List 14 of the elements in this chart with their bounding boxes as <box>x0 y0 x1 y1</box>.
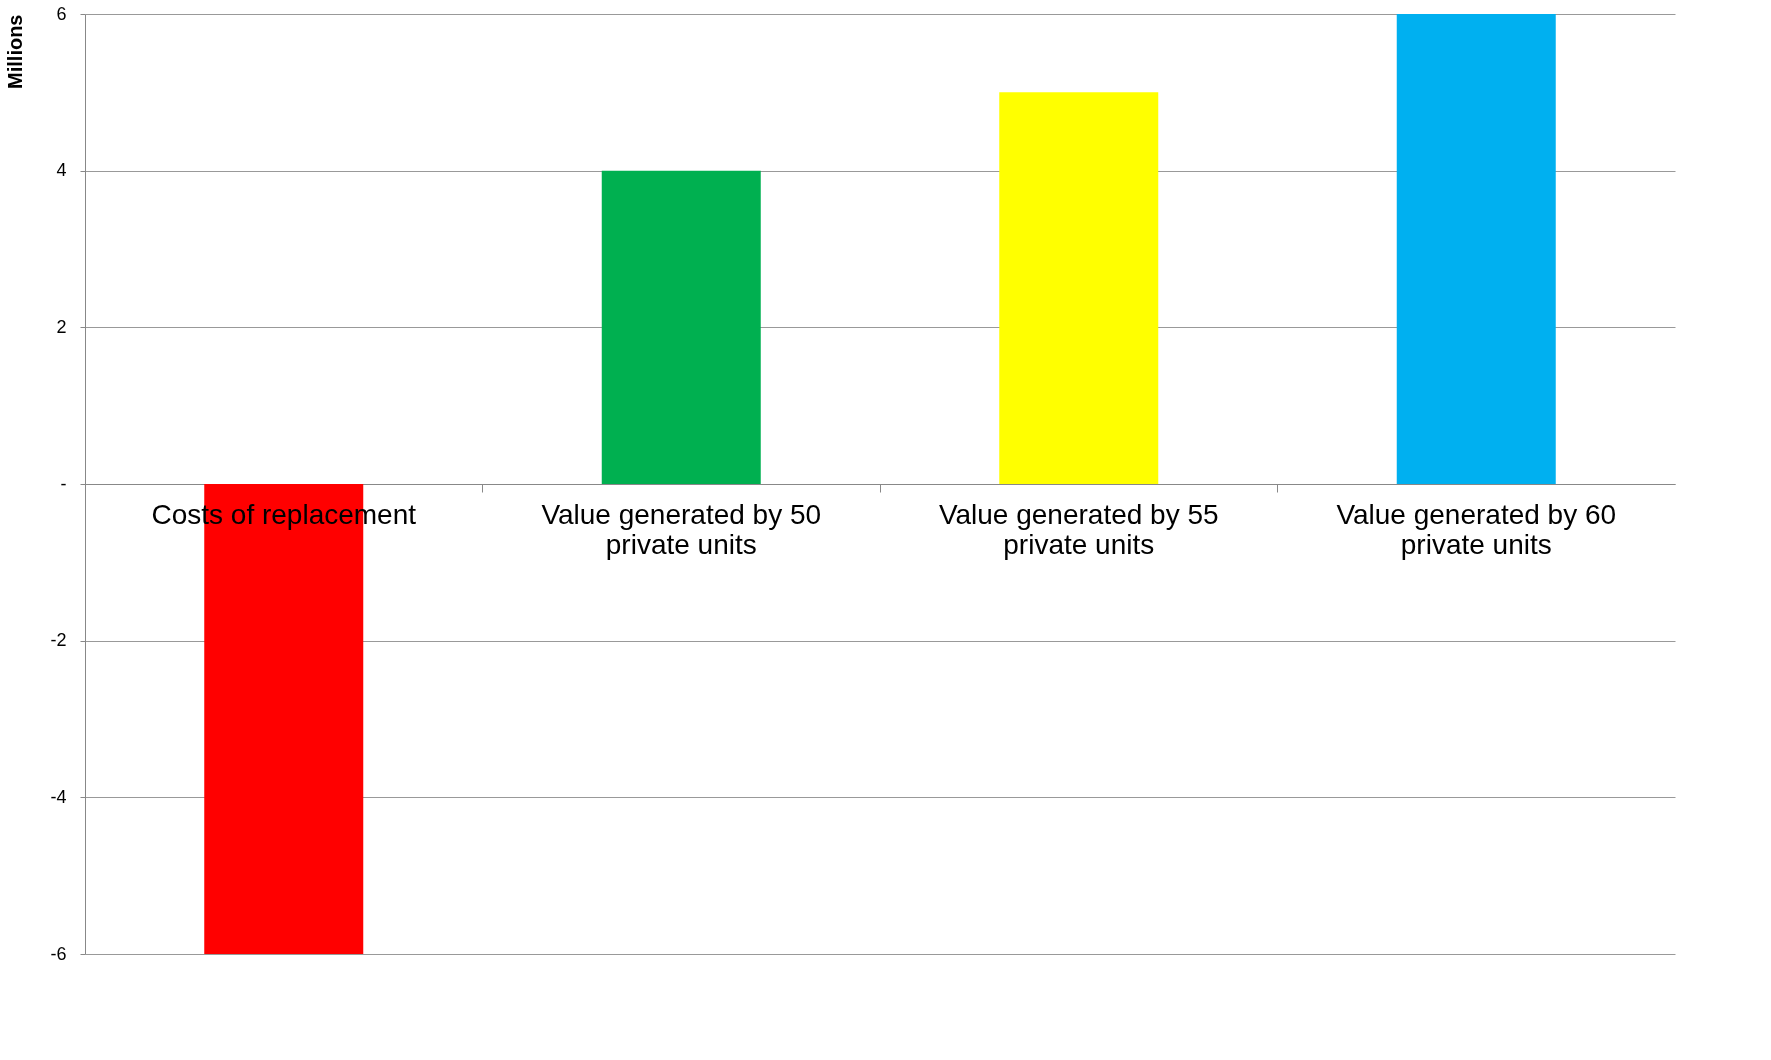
y-tick-label: 6 <box>56 3 67 24</box>
bar <box>1396 14 1556 484</box>
y-axis-title: Millions <box>4 14 27 89</box>
y-tick-label: 2 <box>56 316 67 337</box>
x-tick-label: Value generated by 50 private units <box>541 499 822 560</box>
bar <box>999 92 1159 484</box>
x-tick-label: Value generated by 55 private units <box>938 499 1219 560</box>
y-tick-label: 4 <box>56 160 67 181</box>
bar <box>601 170 761 484</box>
y-tick-label: -4 <box>50 786 67 807</box>
y-tick-label: -6 <box>50 943 67 964</box>
y-tick-label: - <box>60 473 67 494</box>
y-tick-label: -2 <box>50 630 67 651</box>
x-tick-label: Value generated by 60 private units <box>1336 499 1617 560</box>
